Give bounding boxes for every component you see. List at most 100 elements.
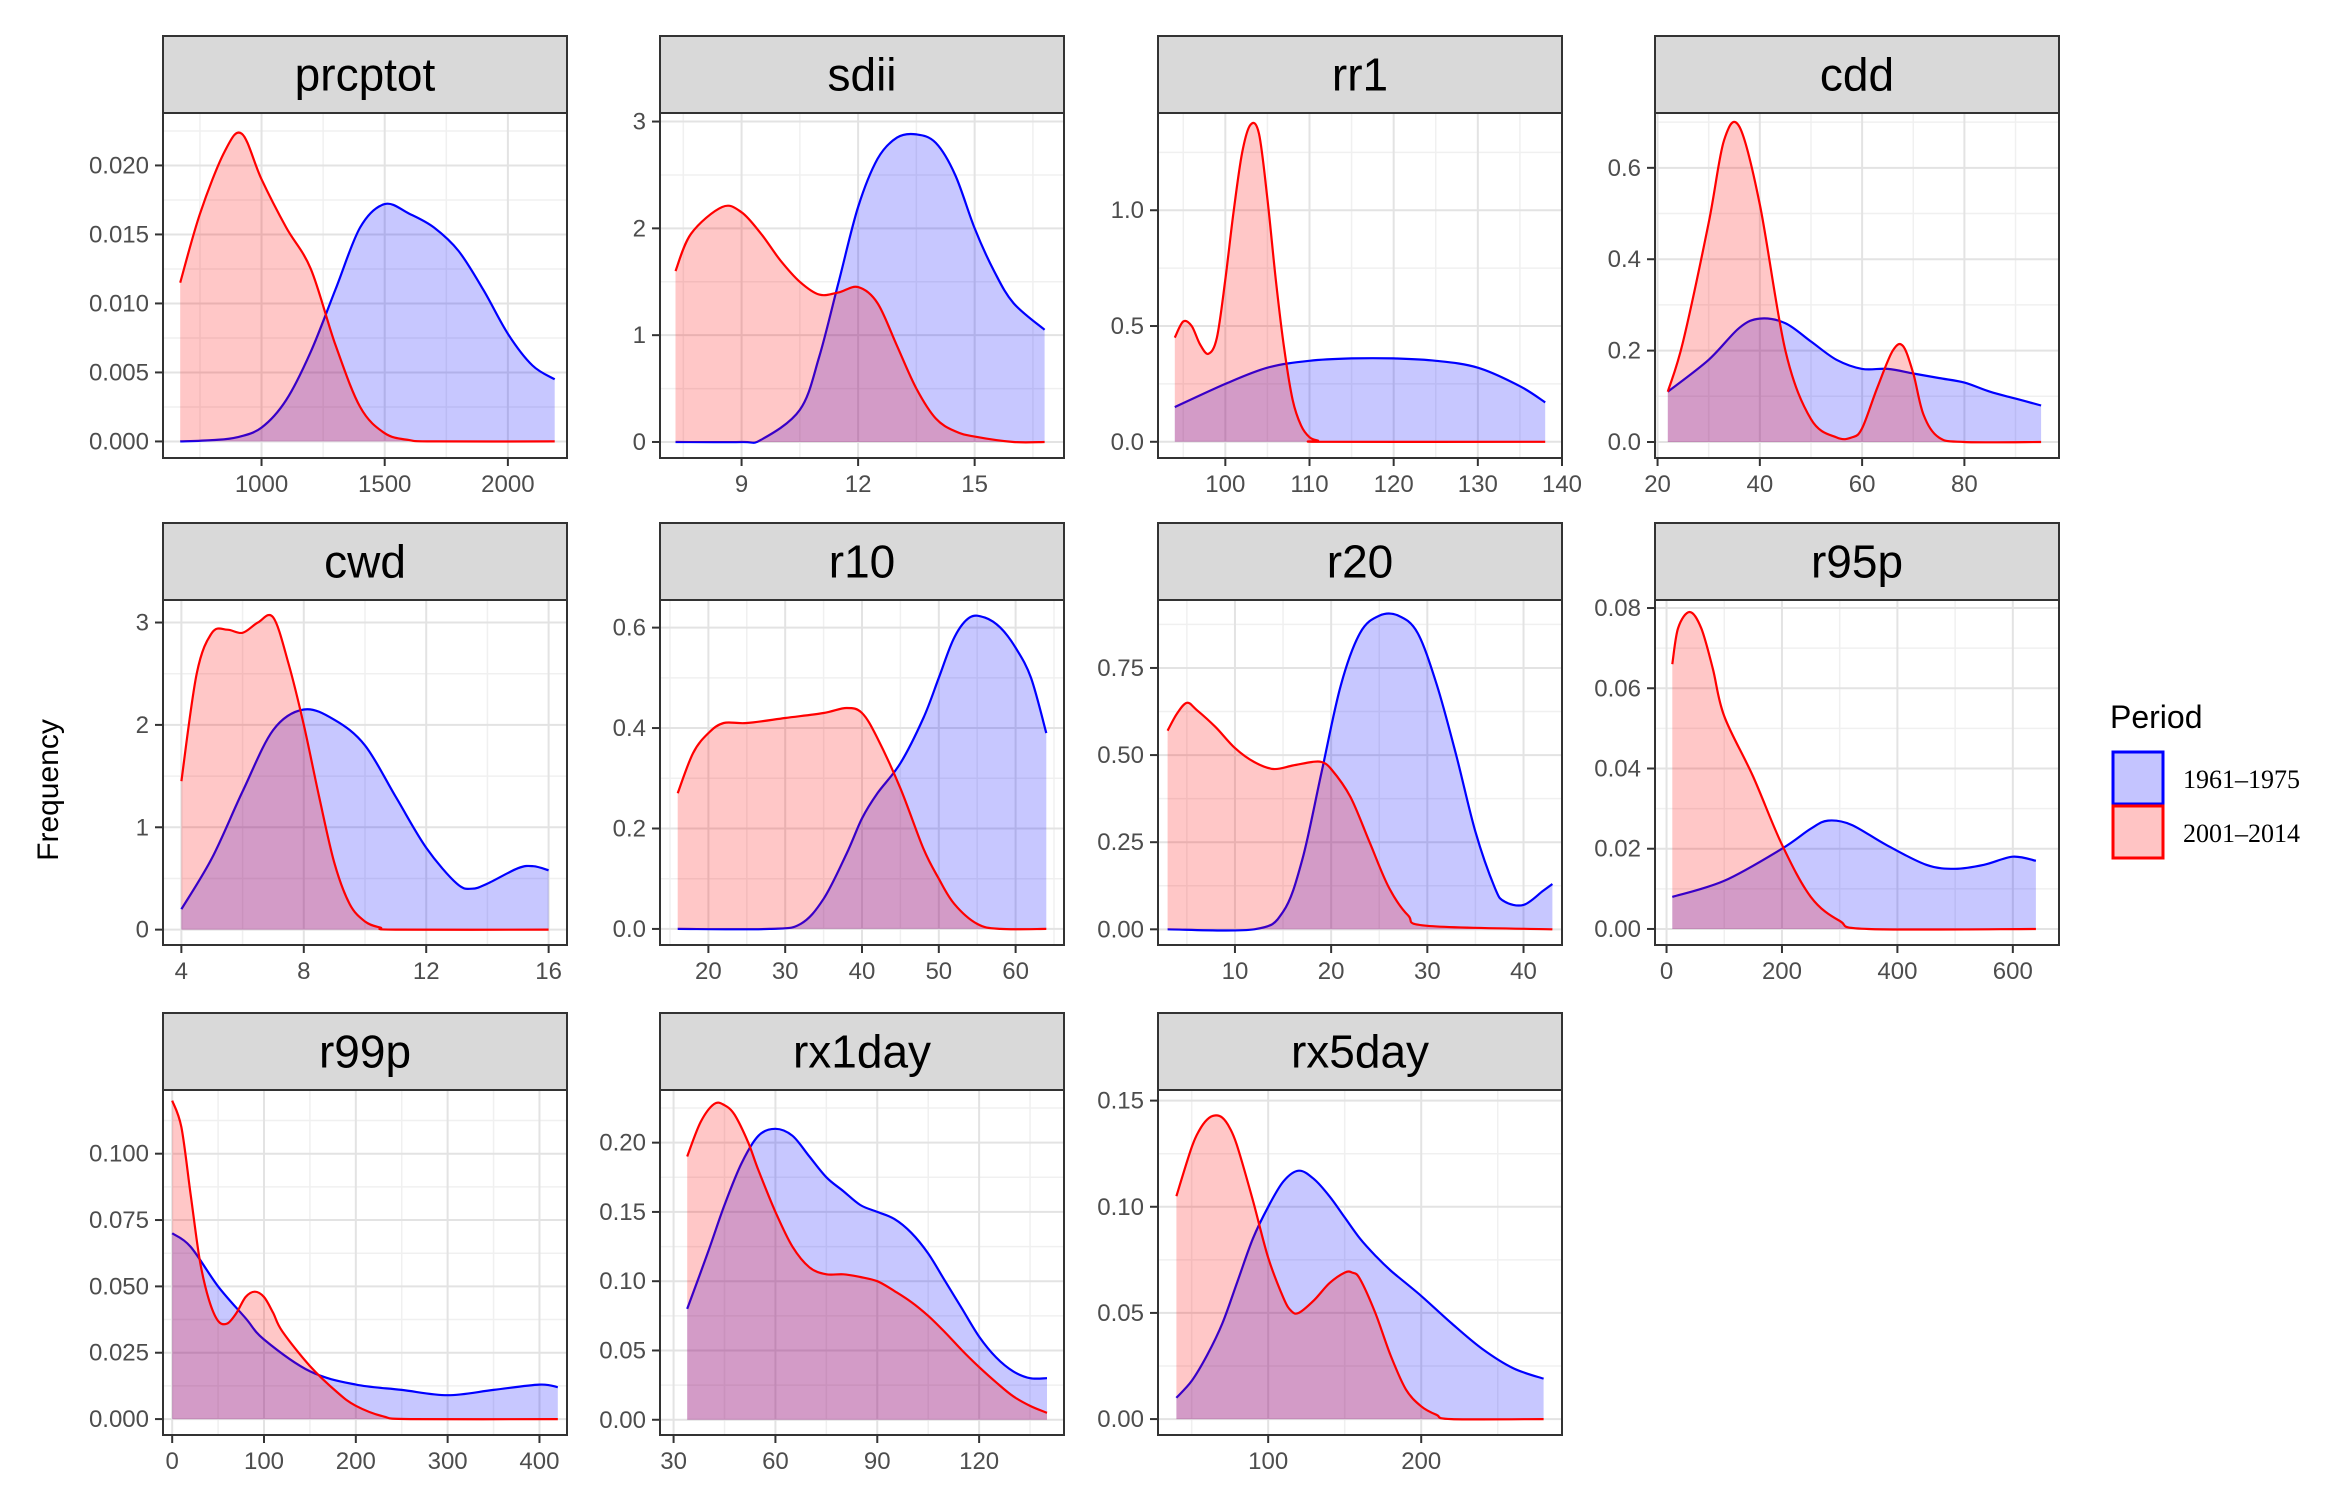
x-tick-label: 15 <box>961 471 988 498</box>
panel-background <box>1158 1090 1562 1435</box>
density-line-2001-2014 <box>1166 701 1553 931</box>
y-tick-label: 0.5 <box>1111 313 1144 340</box>
x-tick-label: 20 <box>695 958 722 985</box>
y-tick-label: 0.2 <box>1608 338 1641 365</box>
y-tick-label: 0.00 <box>1594 916 1641 943</box>
x-tick-label: 400 <box>519 1448 559 1475</box>
panel-plot-area <box>660 1090 1064 1435</box>
legend: Period 1961–1975 2001–2014 <box>2110 699 2300 860</box>
x-tick-label: 90 <box>864 1448 891 1475</box>
y-tick-label: 3 <box>633 109 646 136</box>
legend-key-1961-1975 <box>2111 750 2165 806</box>
x-tick-label: 30 <box>1414 958 1441 985</box>
x-tick-label: 100 <box>1205 471 1245 498</box>
density-area-2001-2014 <box>172 1100 558 1420</box>
x-tick-label: 400 <box>1877 958 1917 985</box>
x-tick-label: 60 <box>1002 958 1029 985</box>
x-tick-label: 0 <box>1660 958 1673 985</box>
facet-rx5day: rx5day 100 200 0.00 0.05 0.10 0.15 <box>1097 1012 1563 1475</box>
x-tick-label: 40 <box>1746 471 1773 498</box>
density-line-2001-2014 <box>676 706 1047 931</box>
density-line-1961-1975 <box>1167 612 1554 932</box>
y-tick-label: 0.15 <box>1097 1088 1144 1115</box>
y-tick-label: 0.025 <box>89 1340 149 1367</box>
panel-border <box>1157 1089 1563 1436</box>
density-line-1961-1975 <box>171 1232 559 1397</box>
panel-background <box>660 1090 1064 1435</box>
density-area-1961-1975 <box>687 1128 1047 1420</box>
x-tick-label: 8 <box>297 958 310 985</box>
density-area-1961-1975 <box>172 1233 558 1420</box>
facet-title: rr1 <box>1332 49 1388 101</box>
density-line-1961-1975 <box>1175 1169 1544 1399</box>
facet-strip <box>1654 522 2060 601</box>
x-tick-label: 9 <box>735 471 748 498</box>
y-tick-label: 0.2 <box>613 815 646 842</box>
y-tick-label: 0.000 <box>89 1406 149 1433</box>
density-area-2001-2014 <box>1176 1115 1544 1420</box>
panel-border <box>1654 599 2060 946</box>
x-tick-label: 60 <box>1849 471 1876 498</box>
y-tick-label: 0 <box>136 917 149 944</box>
panel-plot-area <box>660 113 1064 458</box>
facet-strip <box>1157 35 1563 114</box>
panel-border <box>162 112 568 459</box>
density-line-2001-2014 <box>1671 610 2036 931</box>
panel-border <box>162 1089 568 1436</box>
facet-strip <box>659 35 1065 114</box>
y-tick-label: 0.20 <box>599 1130 646 1157</box>
x-tick-label: 120 <box>1374 471 1414 498</box>
density-area-2001-2014 <box>181 614 549 930</box>
panel-background <box>163 1090 567 1435</box>
density-area-1961-1975 <box>1167 613 1553 931</box>
facet-prcptot: prcptot 1000 1500 2000 0.000 0.005 0.010 0.015 0… <box>89 35 568 498</box>
density-line-2001-2014 <box>1666 120 2042 444</box>
panel-background <box>660 113 1064 458</box>
density-line-1961-1975 <box>180 708 549 910</box>
x-tick-label: 0 <box>166 1448 179 1475</box>
density-area-2001-2014 <box>677 708 1047 930</box>
y-tick-label: 0.10 <box>599 1268 646 1295</box>
y-tick-label: 0.020 <box>89 152 149 179</box>
x-tick-label: 30 <box>772 958 799 985</box>
panel-plot-area <box>1655 113 2059 458</box>
x-tick-label: 130 <box>1458 471 1498 498</box>
x-tick-label: 100 <box>1248 1448 1288 1475</box>
legend-label-1961-1975: 1961–1975 <box>2183 765 2300 794</box>
facet-title: r10 <box>829 536 895 588</box>
facet-title: r95p <box>1811 536 1903 588</box>
y-tick-label: 0.0 <box>613 916 646 943</box>
x-tick-label: 100 <box>244 1448 284 1475</box>
density-line-1961-1975 <box>180 202 556 443</box>
y-tick-label: 0 <box>633 429 646 456</box>
density-area-2001-2014 <box>687 1102 1047 1420</box>
x-tick-label: 60 <box>762 1448 789 1475</box>
density-area-2001-2014 <box>1667 121 2042 443</box>
y-tick-label: 0.50 <box>1097 742 1144 769</box>
panel-plot-area <box>163 600 567 945</box>
y-tick-label: 0.00 <box>1097 916 1144 943</box>
y-tick-label: 0.100 <box>89 1141 149 1168</box>
x-tick-label: 300 <box>428 1448 468 1475</box>
density-area-1961-1975 <box>677 615 1047 930</box>
facet-r20: r20 10 20 30 40 0.00 0.25 0.50 0.75 <box>1097 522 1563 985</box>
facet-strip <box>162 522 568 601</box>
density-area-1961-1975 <box>1672 820 2036 929</box>
panel-plot-area <box>1158 113 1562 458</box>
x-tick-label: 12 <box>845 471 872 498</box>
x-tick-label: 40 <box>849 958 876 985</box>
x-tick-label: 50 <box>925 958 952 985</box>
panel-plot-area <box>660 600 1064 945</box>
density-area-2001-2014 <box>675 205 1045 443</box>
density-line-2001-2014 <box>686 1101 1048 1414</box>
facet-strip <box>1157 522 1563 601</box>
y-tick-label: 3 <box>136 610 149 637</box>
y-tick-label: 0.05 <box>1097 1300 1144 1327</box>
y-tick-label: 2 <box>633 215 646 242</box>
y-tick-label: 0.02 <box>1594 836 1641 863</box>
density-area-1961-1975 <box>181 709 549 930</box>
y-tick-label: 0.005 <box>89 359 149 386</box>
x-tick-label: 200 <box>336 1448 376 1475</box>
